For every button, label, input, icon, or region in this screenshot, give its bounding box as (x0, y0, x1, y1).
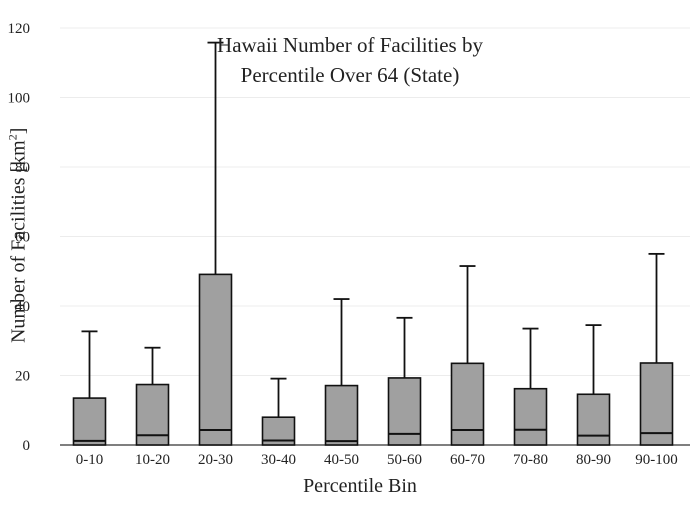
x-tick-label: 50-60 (387, 452, 422, 468)
box (324, 384, 359, 446)
y-tick-label: 60 (15, 230, 30, 246)
box (387, 377, 422, 446)
y-tick-label: 100 (8, 91, 31, 107)
y-axis-title-superscript: 2 (5, 134, 20, 141)
x-axis-title: Percentile Bin (303, 475, 417, 497)
y-tick-label: 120 (8, 21, 31, 37)
box (576, 393, 611, 446)
x-tick-label: 90-100 (635, 452, 678, 468)
x-tick-label: 40-50 (324, 452, 359, 468)
box (72, 397, 107, 446)
box (450, 362, 485, 446)
x-tick-label: 10-20 (135, 452, 170, 468)
y-axis-title-close: ] (7, 127, 30, 135)
box (513, 387, 548, 446)
y-axis-title-text: Number of Facilities [km (7, 140, 30, 344)
y-tick-label: 80 (15, 160, 30, 176)
x-tick-label: 80-90 (576, 452, 611, 468)
box (639, 362, 674, 446)
x-tick-label: 60-70 (450, 452, 485, 468)
y-tick-label: 20 (15, 369, 30, 385)
x-tick-label: 20-30 (198, 452, 233, 468)
chart-title-line-2: Percentile Over 64 (State) (240, 63, 460, 87)
y-tick-label: 0 (23, 438, 31, 454)
chart-title: Hawaii Number of Facilities by Percentil… (150, 30, 550, 90)
box (198, 273, 233, 446)
x-tick-label: 70-80 (513, 452, 548, 468)
x-tick-label: 30-40 (261, 452, 296, 468)
y-axis-title: Number of Facilities [km2] (6, 125, 31, 345)
chart-title-line-1: Hawaii Number of Facilities by (217, 33, 483, 57)
x-tick-label: 0-10 (76, 452, 104, 468)
y-tick-label: 40 (15, 299, 30, 315)
